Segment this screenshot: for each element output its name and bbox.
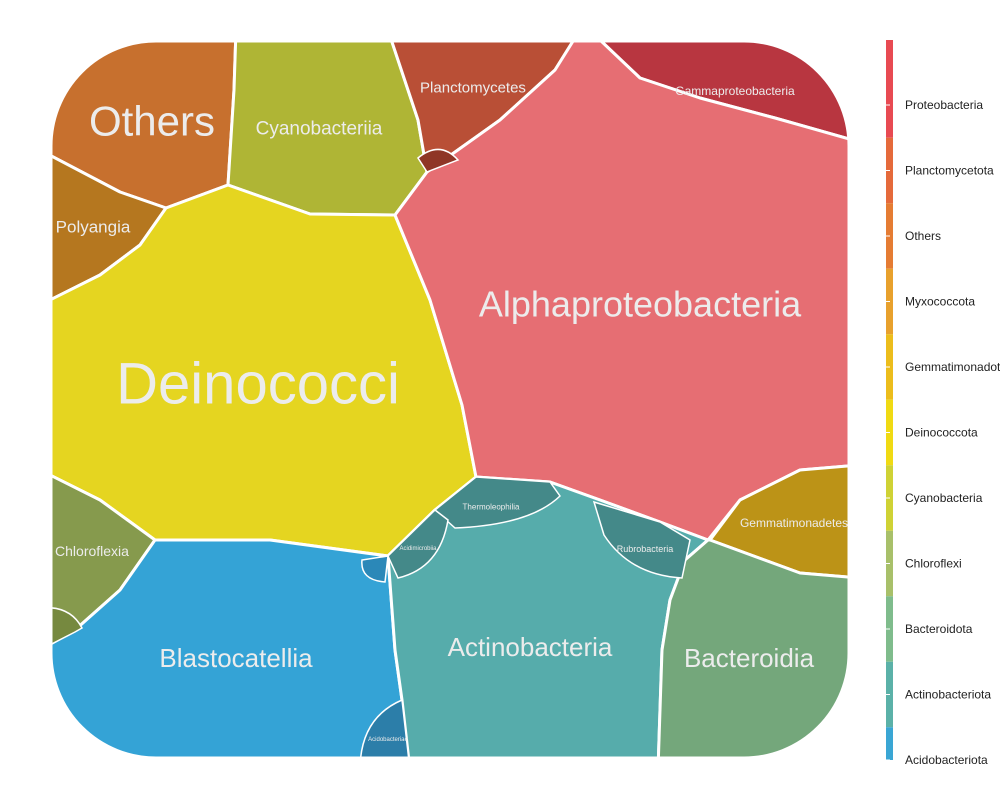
treemap-cells [51,41,860,770]
legend: Proteobacteria Planctomycetota Others Myxoc… [886,40,1000,767]
label-acidobacteriae: Acidobacteriae [368,737,408,743]
cell-acidimicrobiia[interactable] [387,509,449,579]
label-alphaproteobacteria: Alphaproteobacteria [479,284,802,325]
label-thermoleophilia: Thermoleophilia [463,503,520,512]
label-actinobacteria: Actinobacteria [448,632,613,662]
cell-rubrobacteria[interactable] [592,500,691,579]
legend-label: Deinococcota [905,426,978,440]
legend-label: Gemmatimonadota [905,360,1000,374]
label-rubrobacteria: Rubrobacteria [617,544,674,554]
label-others: Others [89,98,215,145]
label-polyangia: Polyangia [56,218,131,237]
legend-label: Planctomycetota [905,164,994,178]
label-cyanobacteriia: Cyanobacteriia [256,119,383,140]
treemap-labels: Others Cyanobacteriia Planctomycetes Gam… [55,80,848,744]
label-bacteroidia: Bacteroidia [684,643,815,673]
label-planctomycetes: Planctomycetes [420,80,526,97]
cell-tiny-chloroflexia [51,606,83,652]
legend-label: Cyanobacteria [905,491,983,505]
label-chloroflexia: Chloroflexia [55,543,129,559]
cell-bacteroidia[interactable] [656,538,860,770]
treemap-frame [49,39,851,760]
legend-label: Acidobacteriota [905,753,988,767]
cell-acidobacteriae[interactable] [359,698,411,770]
label-blastocatellia: Blastocatellia [159,643,313,673]
label-deinococci: Deinococci [116,352,400,417]
legend-label: Myxococcota [905,295,975,309]
cell-tiny-planctomycetes [417,148,460,173]
legend-label: Actinobacteriota [905,688,991,702]
label-gammaproteobacteria: Gammaproteobacteria [675,84,795,98]
label-acidimicrobiia: Acidimicrobiia [399,546,437,552]
legend-swatch [886,727,893,760]
label-gemmatimonadetes: Gemmatimonadetes [740,516,848,530]
legend-label: Others [905,229,941,243]
legend-label: Chloroflexi [905,557,962,571]
cell-tiny-blastocatellia [361,555,389,583]
legend-label: Bacteroidota [905,622,973,636]
cell-thermoleophilia[interactable] [433,476,561,529]
legend-label: Proteobacteria [905,98,983,112]
